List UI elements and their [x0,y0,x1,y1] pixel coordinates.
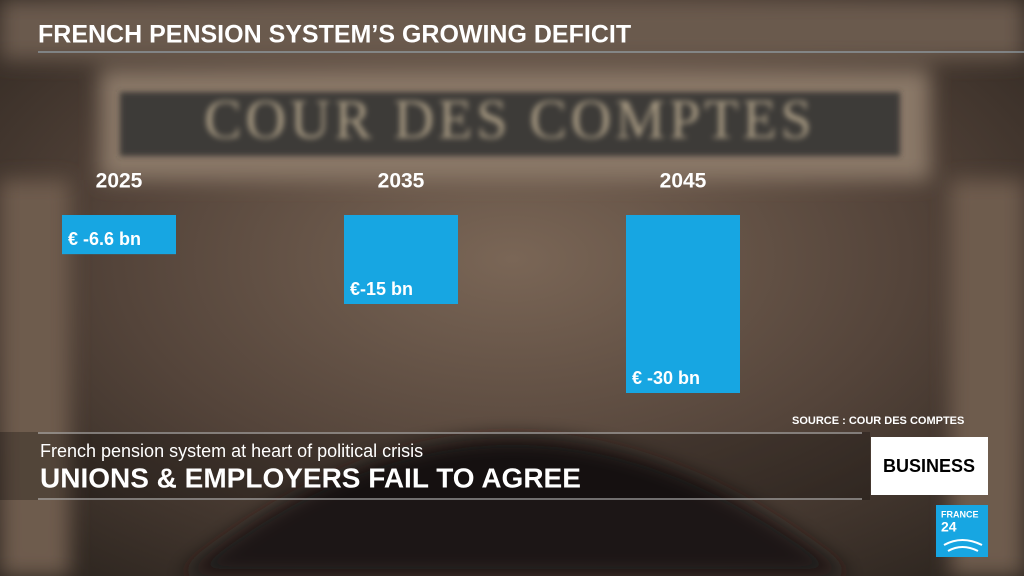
category-label: 2035 [378,170,425,193]
banner-subtitle: French pension system at heart of politi… [40,441,423,461]
banner-headline: UNIONS & EMPLOYERS FAIL TO AGREE [40,462,581,493]
bar [626,215,740,393]
bar [344,215,458,304]
banner-shade [0,432,870,500]
category-label: 2025 [96,170,143,193]
logo-waves [943,539,983,552]
value-label: € -30 bn [632,368,700,388]
chart-title: FRENCH PENSION SYSTEM’S GROWING DEFICIT [38,21,631,49]
logo-text: FRANCE [941,509,979,519]
logo-box [936,505,988,557]
inscription: COUR DES COMPTES [204,89,816,151]
value-label: €-15 bn [350,279,413,299]
section-tag-box [871,437,988,495]
source: SOURCE : COUR DES COMPTES [792,415,964,427]
value-label: € -6.6 bn [68,229,141,249]
category-label: 2045 [660,170,707,193]
logo-text: 24 [941,519,957,535]
bar [62,215,176,255]
section-tag: BUSINESS [883,456,975,476]
inscription-plate [120,92,900,156]
